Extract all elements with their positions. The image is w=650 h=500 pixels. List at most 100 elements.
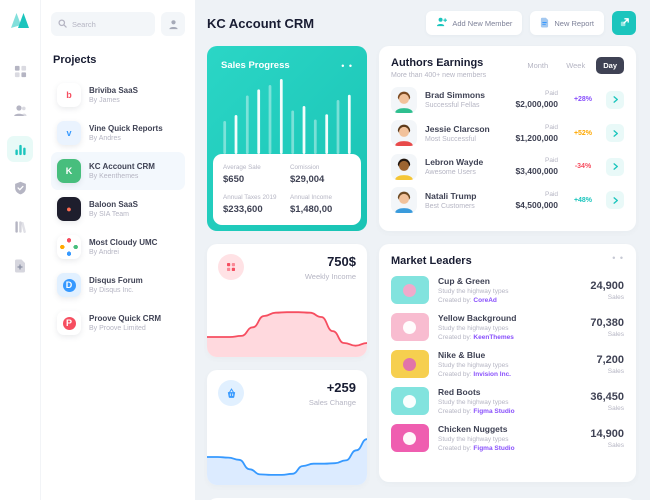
project-item[interactable]: ● Baloon SaaS By SIA Team <box>51 190 185 228</box>
search-input[interactable] <box>72 19 148 29</box>
project-owner: By Keenthemes <box>89 173 139 180</box>
users-icon[interactable] <box>7 97 33 123</box>
project-item[interactable]: D Disqus Forum By Disqus Inc. <box>51 266 185 304</box>
project-icon: K <box>57 159 81 183</box>
project-item[interactable]: K KC Account CRM By Keenthemes <box>51 152 185 190</box>
author-link[interactable]: Figma Studio <box>473 445 515 452</box>
project-owner: By Proove Limited <box>89 325 146 332</box>
author-link[interactable]: Invision Inc. <box>473 371 511 378</box>
dashboard-icon[interactable] <box>7 58 33 84</box>
chevron-right-icon <box>612 96 618 103</box>
stat-item: Annual Taxes 2019 $233,600 <box>223 194 284 215</box>
product-description: Study the highway types <box>438 325 509 332</box>
product-created-by: Created by: Figma Studio <box>438 445 515 452</box>
stat-value: $650 <box>223 174 245 185</box>
chevron-right-icon <box>612 129 618 137</box>
change-badge: +52% <box>573 129 593 137</box>
change-badge: +28% <box>573 96 593 103</box>
project-name: KC Account CRM <box>89 162 155 171</box>
library-icon[interactable] <box>7 214 33 240</box>
sales-unit: Sales <box>607 293 624 301</box>
avatar <box>391 120 417 146</box>
search-box[interactable] <box>51 12 155 36</box>
author-row: Lebron Wayde Awesome Users Paid $3,400,0… <box>391 153 624 180</box>
weekly-income-value: 750$ <box>327 254 356 269</box>
stat-item: Annual Income $1,480,00 <box>290 194 351 215</box>
new-report-button[interactable]: New Report <box>530 11 604 35</box>
project-owner: By SIA Team <box>89 211 129 218</box>
paid-amount: $4,500,000 <box>515 199 558 210</box>
file-plus-icon[interactable] <box>7 253 33 279</box>
market-leader-row: Chicken Nuggets Study the highway types … <box>391 424 624 452</box>
expand-icon <box>619 16 630 31</box>
project-name: Vine Quick Reports <box>89 124 163 133</box>
market-leader-row: Cup & Green Study the highway types Crea… <box>391 276 624 304</box>
sales-progress-bar-chart <box>223 78 351 154</box>
market-leaders-title: Market Leaders <box>391 255 472 267</box>
row-arrow-button[interactable] <box>606 157 624 176</box>
product-name: Chicken Nuggets <box>438 424 508 434</box>
author-group: Awesome Users <box>425 169 476 176</box>
author-row: Jessie Clarcson Most Successful Paid $1,… <box>391 120 624 146</box>
page-title: KC Account CRM <box>207 15 315 31</box>
grid-dots-icon <box>218 254 244 280</box>
change-badge: +48% <box>573 196 593 204</box>
author-link[interactable]: KeenThemes <box>473 334 514 341</box>
row-arrow-button[interactable] <box>606 124 624 142</box>
weekly-income-label: Weekly Income <box>304 272 356 281</box>
sales-value: 24,900 <box>590 279 624 292</box>
menu-dots-icon[interactable]: • • <box>341 60 353 71</box>
author-name: Jessie Clarcson <box>425 123 490 134</box>
paid-label: Paid <box>544 190 558 198</box>
logo-icon <box>10 12 30 34</box>
chevron-right-icon <box>612 196 618 204</box>
project-icon: D <box>57 273 81 297</box>
chart-bars-icon[interactable] <box>7 136 33 162</box>
period-tab[interactable]: Day <box>596 57 624 74</box>
project-name: Briviba SaaS <box>89 86 138 95</box>
product-description: Study the highway types <box>438 436 509 443</box>
menu-dots-icon[interactable]: • • <box>612 253 624 263</box>
sales-unit: Sales <box>607 330 624 338</box>
weekly-income-card: 750$ Weekly Income <box>207 244 367 357</box>
stat-value: $29,004 <box>290 174 325 185</box>
project-owner: By James <box>89 97 120 104</box>
sales-change-label: Sales Change <box>308 398 356 407</box>
sales-stats: Average Sale $650 Comission $29,004 Annu… <box>213 154 361 225</box>
project-item[interactable]: b Briviba SaaS By James <box>51 76 185 114</box>
period-tab[interactable]: Month <box>527 61 549 70</box>
product-description: Study the highway types <box>438 288 509 295</box>
author-name: Natali Trump <box>425 190 477 201</box>
project-item[interactable]: P Proove Quick CRM By Proove Limited <box>51 304 185 342</box>
report-icon <box>540 17 549 30</box>
projects-sidebar: Projects b Briviba SaaS By James <box>40 0 195 500</box>
market-leader-row: Red Boots Study the highway types Create… <box>391 387 624 415</box>
author-group: Best Customers <box>425 202 475 210</box>
product-thumbnail <box>391 350 429 378</box>
expand-button[interactable] <box>612 11 636 35</box>
project-item[interactable]: Most Cloudy UMC By Andrei <box>51 228 185 266</box>
sales-change-card: +259 Sales Change <box>207 370 367 485</box>
add-member-icon <box>436 17 448 29</box>
basket-icon <box>218 380 244 406</box>
period-tabs: Month Week Day <box>520 57 624 74</box>
author-group: Successful Fellas <box>425 102 480 109</box>
project-icon: ● <box>57 197 81 221</box>
author-link[interactable]: Figma Studio <box>473 408 515 415</box>
row-arrow-button[interactable] <box>606 191 624 209</box>
author-link[interactable]: CoreAd <box>473 297 497 304</box>
shield-check-icon[interactable] <box>7 175 33 201</box>
add-member-button[interactable]: Add New Member <box>426 11 523 35</box>
period-tab[interactable]: Week <box>566 61 586 70</box>
product-name: Nike & Blue <box>438 350 486 360</box>
project-item[interactable]: v Vine Quick Reports By Andres <box>51 114 185 152</box>
user-profile-button[interactable] <box>161 12 185 36</box>
sales-progress-title: Sales Progress <box>221 60 290 71</box>
project-name: Baloon SaaS <box>89 200 138 209</box>
stat-label: Annual Income <box>290 194 333 201</box>
chevron-right-icon <box>612 163 618 170</box>
market-leader-row: Yellow Background Study the highway type… <box>391 313 624 341</box>
row-arrow-button[interactable] <box>606 90 624 109</box>
avatar <box>391 86 417 113</box>
stat-label: Comission <box>290 164 320 171</box>
